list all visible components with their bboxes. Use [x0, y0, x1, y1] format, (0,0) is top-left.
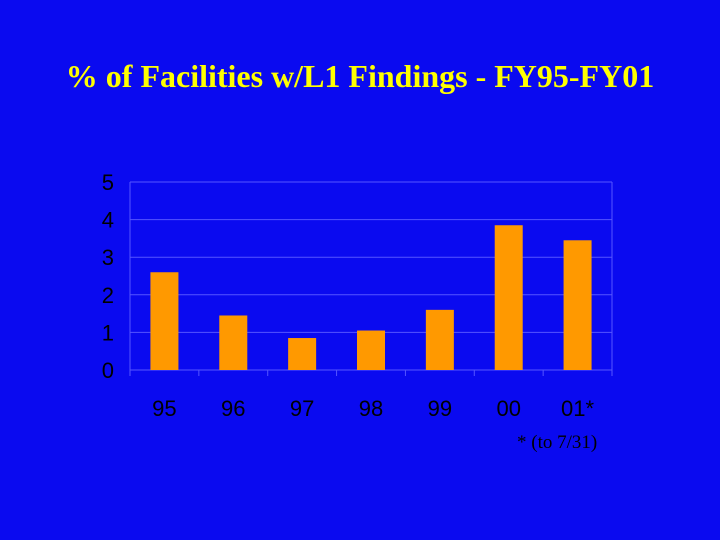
- bar-98: [357, 330, 385, 370]
- x-tick-label: 98: [359, 396, 383, 421]
- x-tick-label: 00: [496, 396, 520, 421]
- y-tick-label: 5: [102, 170, 114, 195]
- y-tick-label: 1: [102, 320, 114, 345]
- y-tick-label: 2: [102, 283, 114, 308]
- x-tick-label: 99: [428, 396, 452, 421]
- x-tick-label: 01*: [561, 396, 594, 421]
- y-tick-label: 4: [102, 208, 114, 233]
- bar-95: [150, 272, 179, 370]
- bar-01-star: [563, 240, 592, 370]
- bar-00: [494, 225, 523, 370]
- bar-99: [425, 309, 454, 370]
- bar-96: [219, 315, 248, 370]
- x-tick-label: 97: [290, 396, 314, 421]
- y-tick-label: 0: [102, 358, 114, 383]
- x-tick-label: 95: [152, 396, 176, 421]
- x-tick-label: 96: [221, 396, 245, 421]
- y-tick-label: 3: [102, 245, 114, 270]
- chart-title: % of Facilities w/L1 Findings - FY95-FY0…: [65, 58, 655, 94]
- chart-footnote: * (to 7/31): [517, 432, 598, 453]
- bar-97: [288, 338, 317, 370]
